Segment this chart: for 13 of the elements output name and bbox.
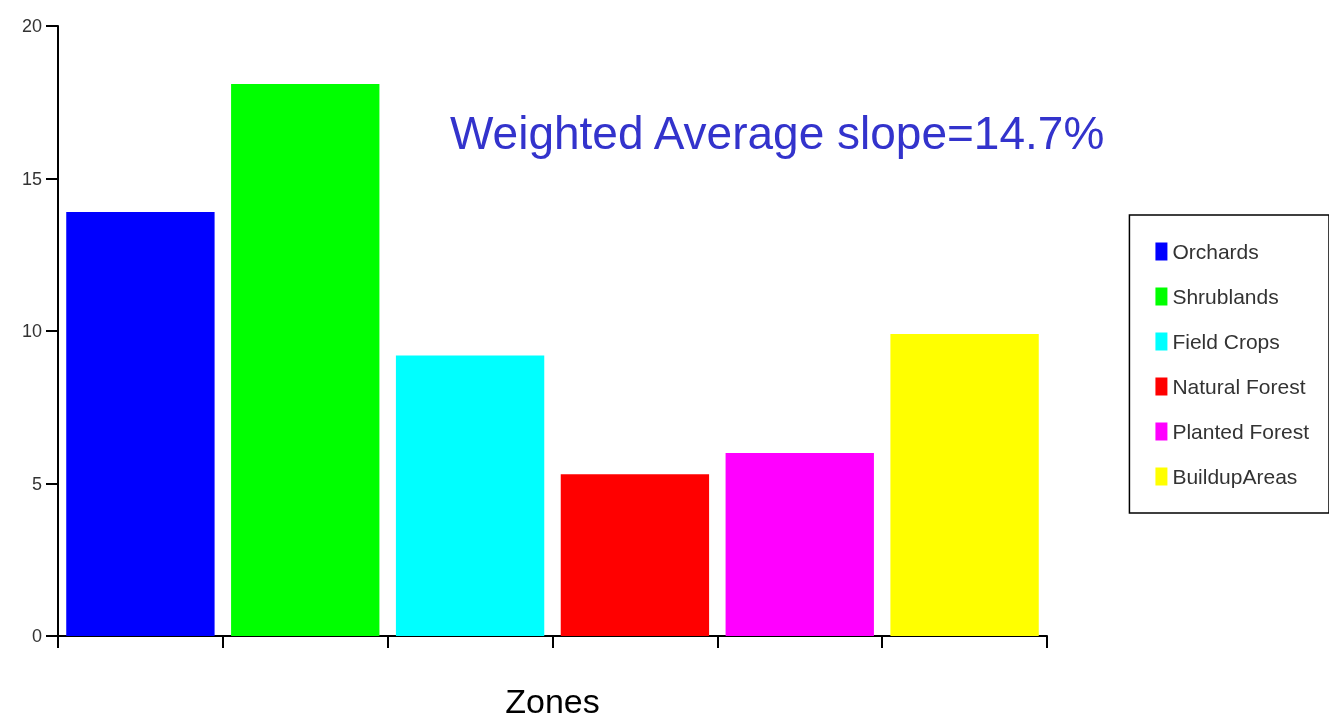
y-tick-label: 20 xyxy=(21,16,42,36)
legend-label: Field Crops xyxy=(1172,330,1280,353)
y-tick-label: 5 xyxy=(31,473,42,494)
legend-label: Shrublands xyxy=(1172,285,1279,308)
legend-label: Natural Forest xyxy=(1172,375,1306,398)
y-tick-label: 10 xyxy=(21,321,42,341)
legend-label: Planted Forest xyxy=(1172,420,1310,443)
legend-label: BuildupAreas xyxy=(1172,465,1298,488)
annotation: Weighted Average slope=14.7% xyxy=(450,107,1105,159)
y-tick-label: 15 xyxy=(21,168,42,189)
y-tick-label: 0 xyxy=(31,626,42,646)
x-axis-title: Zones xyxy=(505,682,600,720)
legend-label: Orchards xyxy=(1172,240,1259,263)
